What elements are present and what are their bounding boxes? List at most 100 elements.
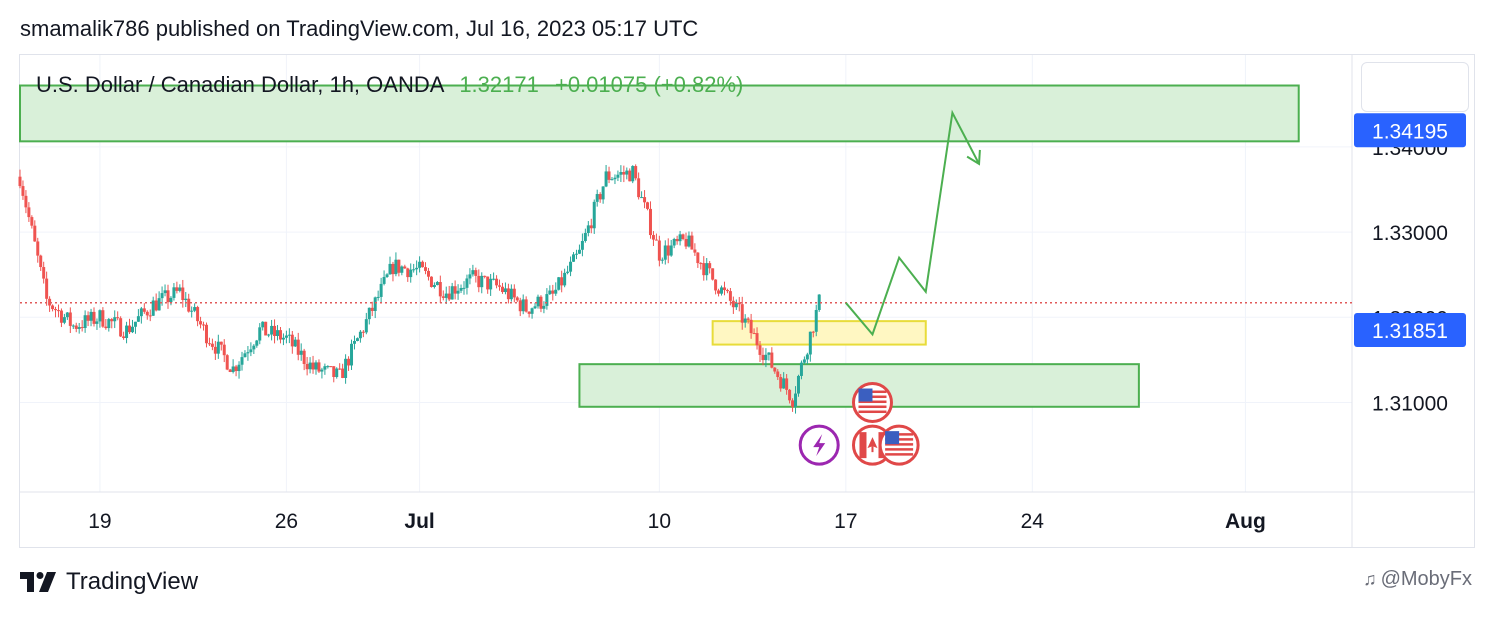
candle: [574, 253, 578, 255]
candle: [320, 369, 324, 372]
candle: [808, 331, 812, 355]
tradingview-logo[interactable]: TradingView: [20, 568, 198, 596]
candle: [107, 319, 111, 329]
candle: [536, 296, 540, 307]
candle: [278, 330, 282, 340]
zone-supply: [19, 84, 1300, 143]
candle: [216, 341, 220, 354]
projection-arrowhead: [966, 149, 981, 166]
candle: [237, 364, 241, 372]
candle: [145, 311, 149, 316]
candle: [385, 274, 389, 277]
candle: [305, 363, 309, 370]
candle: [341, 368, 345, 378]
last-price: 1.32171: [459, 72, 539, 97]
candle: [465, 278, 469, 288]
candle: [577, 249, 581, 254]
candle: [643, 197, 647, 203]
candle: [154, 300, 158, 311]
candle: [669, 245, 673, 256]
candle: [71, 325, 75, 327]
candle: [663, 245, 667, 260]
candle: [51, 305, 55, 310]
candle: [687, 235, 691, 247]
watermark-text: @MobyFx: [1380, 568, 1472, 590]
candle: [415, 267, 419, 270]
candle: [204, 324, 208, 344]
candle: [397, 259, 401, 273]
candle: [764, 354, 768, 361]
candle: [199, 321, 203, 325]
candle: [54, 309, 58, 311]
candle: [435, 282, 439, 286]
candle: [480, 275, 484, 288]
candle: [56, 310, 60, 312]
candle: [604, 171, 608, 187]
x-tick-label: Aug: [1225, 510, 1266, 533]
candle: [190, 310, 194, 312]
candle: [92, 311, 96, 324]
candle: [335, 368, 339, 377]
candle: [492, 278, 496, 280]
x-tick-label: 17: [834, 510, 857, 533]
candle: [33, 225, 37, 242]
candle: [672, 238, 676, 246]
candle: [332, 366, 336, 377]
candle: [326, 366, 330, 368]
candle: [77, 327, 81, 329]
candle: [527, 311, 531, 314]
candle: [59, 310, 63, 323]
candle: [39, 255, 43, 268]
candle: [580, 241, 584, 250]
candle: [773, 367, 777, 372]
candle: [74, 325, 78, 329]
candle: [187, 298, 191, 312]
candle: [799, 362, 803, 376]
publisher-line: smamalik786 published on TradingView.com…: [20, 16, 699, 41]
candle: [370, 307, 374, 312]
candle: [474, 270, 478, 276]
candle: [743, 318, 747, 323]
price-scale-button[interactable]: [1361, 62, 1469, 112]
candle: [690, 235, 694, 250]
candle: [388, 263, 392, 275]
candle: [477, 275, 481, 288]
candle: [367, 307, 371, 320]
candle: [746, 318, 750, 320]
candle: [483, 275, 487, 277]
candle: [148, 315, 152, 317]
candle: [702, 263, 706, 276]
candle: [737, 302, 741, 305]
candle: [252, 345, 256, 350]
candle: [714, 279, 718, 291]
x-tick-label: Jul: [404, 510, 434, 533]
candle: [811, 331, 815, 333]
candle: [178, 287, 182, 291]
candle: [518, 300, 522, 312]
candle: [36, 241, 40, 256]
candle: [740, 304, 744, 323]
candle: [311, 362, 315, 370]
candle: [231, 366, 235, 372]
candle: [814, 309, 818, 332]
candle: [68, 312, 72, 326]
candle: [302, 350, 306, 364]
candle: [711, 268, 715, 280]
x-tick-label: 24: [1021, 510, 1045, 533]
candle: [210, 343, 214, 347]
candle: [113, 317, 117, 322]
candle: [524, 299, 528, 312]
candle: [95, 321, 99, 324]
flag-us-icon: [851, 382, 893, 424]
candle: [65, 312, 69, 318]
candle: [796, 375, 800, 394]
candle: [181, 287, 185, 301]
candle: [503, 288, 507, 293]
candle: [136, 316, 140, 322]
candle: [133, 321, 137, 327]
candle: [563, 272, 567, 286]
candle: [720, 287, 724, 294]
candle: [358, 331, 362, 339]
candle: [601, 186, 605, 200]
